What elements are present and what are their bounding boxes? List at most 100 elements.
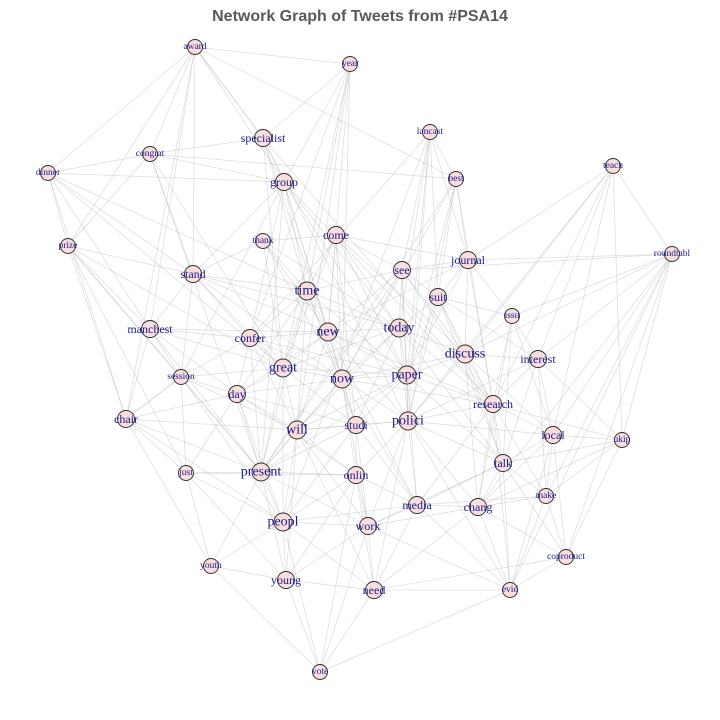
edge-prize-just — [67, 245, 187, 474]
edge-just-young — [185, 472, 287, 581]
edge-session-present — [180, 376, 262, 473]
node-label: great — [269, 361, 297, 376]
edge-time-present — [260, 290, 308, 473]
node-stand: stand — [180, 265, 206, 283]
edge-polici-work — [367, 420, 409, 527]
edge-roundtabl-make — [545, 253, 673, 497]
edge-lancast-journal — [429, 131, 469, 261]
edge-roundtabl-evid — [509, 253, 673, 591]
node-label: chair — [114, 412, 138, 426]
edge-year-specialist — [262, 63, 351, 139]
edge-now-paper — [341, 374, 408, 380]
node-label: journal — [450, 253, 486, 267]
node-label: evid — [502, 585, 519, 595]
node-label: group — [270, 175, 298, 189]
node-circle — [393, 261, 411, 279]
edge-year-confer — [249, 63, 351, 339]
edge-manchest-confer — [149, 328, 251, 339]
edge-evid-vote — [319, 589, 511, 673]
edge-specialist-great — [262, 137, 284, 369]
nodes-layer: award year specialist lancast congrat dinner t… — [36, 39, 691, 680]
edge-work-young — [285, 525, 369, 581]
node-label: interest — [520, 352, 556, 366]
edge-need-vote — [319, 589, 375, 673]
edge-journal-roundtabl — [467, 253, 673, 261]
node-label: lancast — [417, 127, 444, 137]
edge-roundtabl-local — [552, 253, 673, 436]
edge-prize-chair — [67, 245, 127, 420]
node-label: youth — [200, 561, 222, 571]
edge-just-peopl — [185, 472, 284, 523]
edge-thank-come — [262, 234, 337, 242]
edge-journal-see — [401, 259, 469, 271]
node-circle — [251, 462, 271, 482]
node-circle — [187, 39, 203, 55]
node-label: thank — [252, 236, 273, 246]
edge-great-present — [260, 367, 284, 473]
edge-chang-evid — [477, 506, 511, 591]
node-label: polici — [392, 414, 424, 429]
edge-new-confer — [249, 331, 329, 339]
edge-paper-talk — [406, 374, 504, 464]
edge-work-evid — [367, 525, 511, 591]
edge-peopl-youth — [210, 521, 284, 567]
node-circle — [347, 416, 365, 434]
edge-confer-now — [249, 337, 343, 380]
node-chair: chair — [114, 410, 138, 428]
edge-prize-manchest — [67, 245, 151, 330]
node-label: specialist — [241, 131, 286, 145]
edge-studi-present — [260, 424, 357, 473]
edge-great-session — [180, 367, 284, 378]
edge-day-just — [185, 393, 238, 474]
edge-best-paper — [406, 178, 457, 376]
node-studi: studi — [344, 416, 368, 434]
edge-come-studi — [335, 234, 357, 426]
edge-discuss-research — [464, 353, 494, 405]
edge-teach-roundtabl — [612, 165, 673, 255]
edge-journal-research — [467, 259, 494, 405]
node-circle — [184, 265, 202, 283]
edge-see-research — [401, 269, 494, 405]
edge-coproduct-evid — [509, 556, 567, 591]
edge-ukip-coproduct — [565, 439, 623, 558]
edge-stand-new — [192, 273, 329, 333]
node-label: dinner — [36, 168, 61, 178]
edge-onlin-vote — [319, 474, 357, 673]
node-manchest: manchest — [127, 320, 173, 338]
edge-peopl-young — [282, 521, 287, 581]
node-circle — [347, 466, 365, 484]
node-will: will — [286, 420, 308, 440]
edge-dinner-group — [47, 172, 285, 183]
node-label: present — [241, 465, 282, 480]
node-label: time — [295, 284, 320, 299]
edge-session-will — [180, 376, 298, 431]
edge-make-evid — [509, 495, 547, 591]
edge-media-chang — [416, 504, 479, 508]
edge-manchest-new — [149, 328, 329, 333]
node-dinner: dinner — [36, 165, 61, 181]
node-polici: polici — [392, 411, 424, 431]
edge-lancast-peopl — [282, 131, 431, 523]
edge-lancast-see — [401, 131, 431, 271]
edge-today-now — [341, 327, 400, 380]
edge-media-peopl — [282, 504, 418, 523]
edge-youth-young — [210, 565, 287, 581]
edge-group-session — [180, 181, 285, 378]
node-label: award — [183, 42, 206, 52]
node-label: chang — [464, 500, 493, 514]
edge-specialist-congrat — [149, 137, 264, 155]
edge-teach-local — [552, 165, 614, 436]
node-circle — [614, 432, 630, 448]
node-circle — [40, 165, 56, 181]
node-congrat: congrat — [136, 146, 165, 162]
edge-paper-media — [406, 374, 418, 506]
edge-dinner-stand — [47, 172, 194, 275]
edge-thank-great — [262, 240, 284, 369]
node-group: group — [270, 173, 298, 191]
node-just: just — [178, 465, 194, 481]
edge-now-polici — [341, 378, 409, 422]
edge-will-peopl — [282, 429, 298, 523]
node-circle — [273, 358, 293, 378]
node-thank: thank — [252, 233, 274, 249]
node-circle — [605, 158, 621, 174]
